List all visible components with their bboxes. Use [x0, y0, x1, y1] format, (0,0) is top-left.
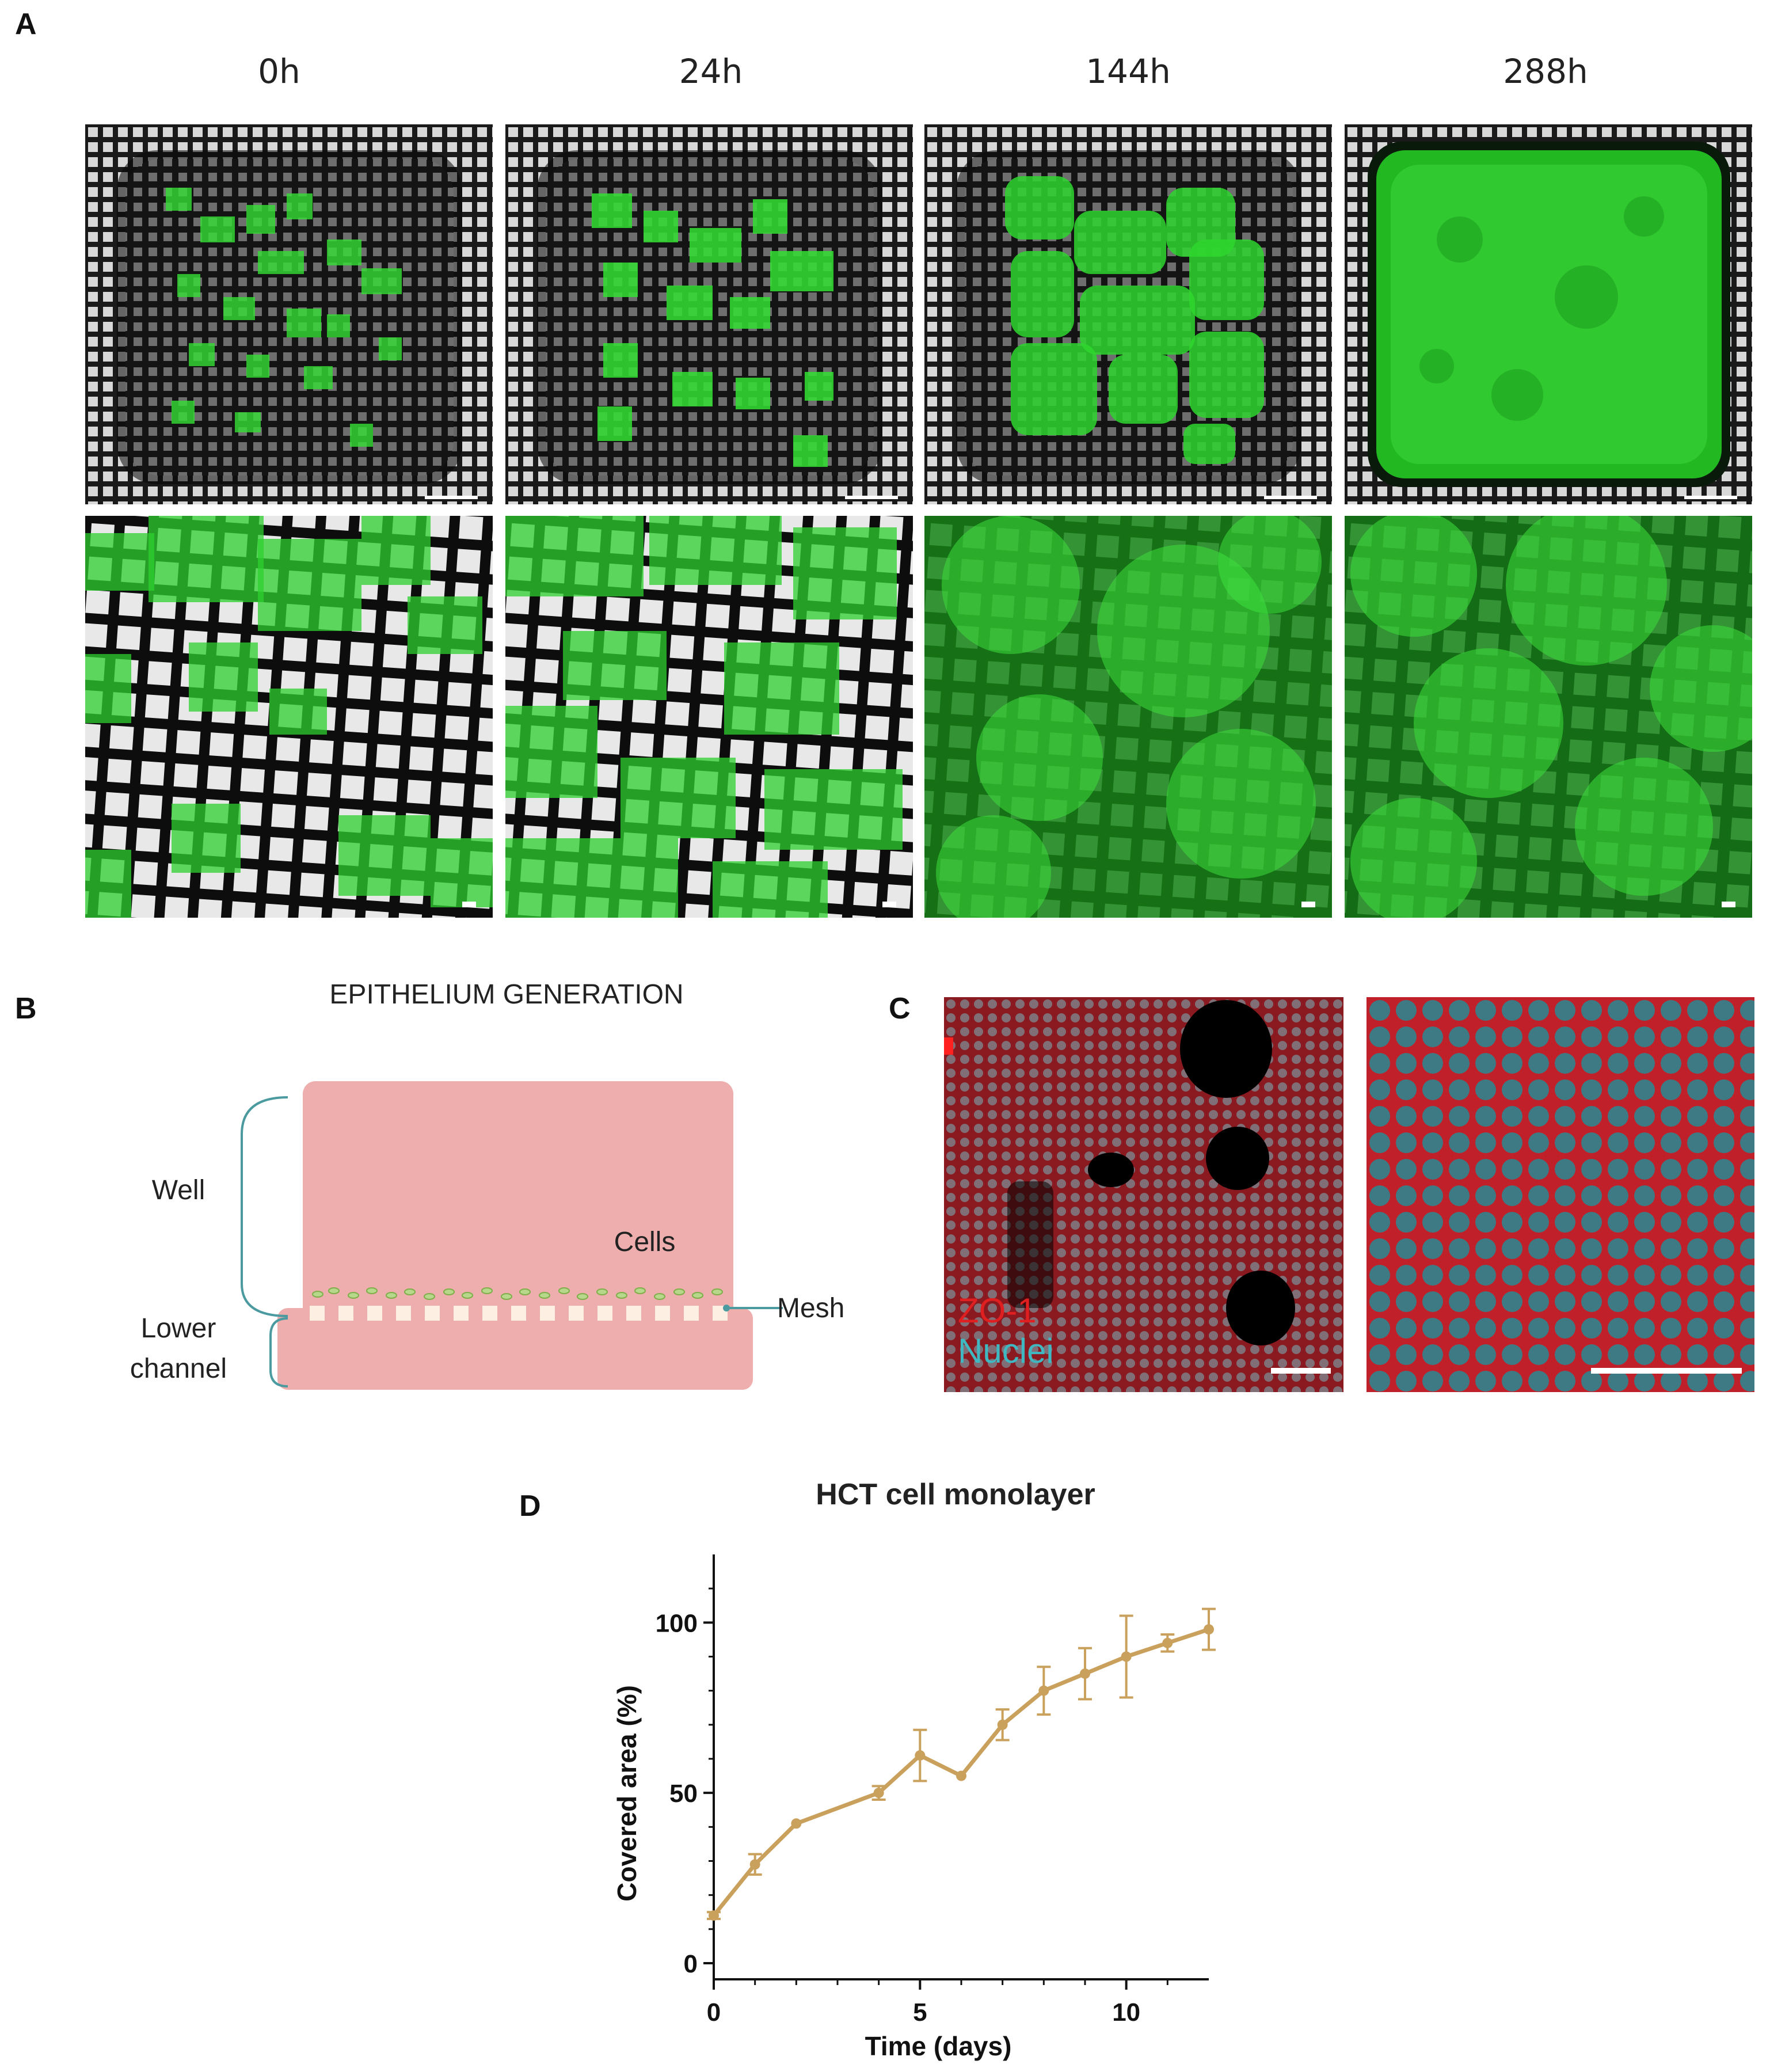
data-point: [915, 1750, 926, 1761]
x-tick-label: 0: [707, 1998, 721, 2027]
micrograph-zo1-overview: ZO-1 Nuclei: [944, 997, 1343, 1392]
data-point: [997, 1719, 1008, 1730]
data-point: [1204, 1624, 1214, 1635]
data-point: [1121, 1651, 1132, 1662]
well-block: [303, 1081, 733, 1322]
mesh-label: Mesh: [777, 1293, 845, 1324]
scale-bar: [1722, 902, 1735, 907]
y-tick-label: 0: [684, 1950, 698, 1978]
panel-b-letter: B: [15, 992, 37, 1025]
data-point: [956, 1770, 966, 1781]
legend-zo1: ZO-1: [958, 1291, 1037, 1330]
micrograph-overview-144h: [924, 124, 1332, 504]
y-axis-label: Covered area (%): [612, 1685, 642, 1902]
x-tick-label: 10: [1112, 1998, 1140, 2027]
data-point: [709, 1910, 719, 1921]
micrograph-zoom-288h: [1345, 516, 1752, 918]
scale-bar: [1301, 902, 1315, 907]
panel-a-letter: A: [15, 7, 37, 41]
cells-label: Cells: [614, 1227, 676, 1257]
lower-channel-label-line2: channel: [130, 1354, 227, 1384]
epithelium-diagram: [241, 1081, 783, 1390]
scale-bar: [882, 902, 896, 907]
time-label-24h: 24h: [679, 52, 743, 91]
y-tick-label: 50: [669, 1780, 698, 1808]
scale-bar: [425, 496, 478, 499]
micrograph-overview-288h: [1345, 124, 1752, 504]
x-axis-label: Time (days): [865, 2031, 1012, 2061]
micrograph-zoom-24h: [505, 516, 913, 918]
coverage-line-chart: 0 50 100 0 5 10 Time (days) Covered area (%): [612, 1554, 1216, 2061]
micrograph-zo1-zoom: [1366, 997, 1754, 1392]
time-label-288h: 288h: [1503, 52, 1588, 91]
scale-bar: [845, 496, 898, 499]
x-tick-label: 5: [913, 1998, 927, 2027]
scale-bar: [1684, 496, 1737, 499]
lower-channel-label-line1: Lower: [140, 1313, 216, 1344]
scale-bar: [1264, 496, 1317, 499]
lower-channel-block: [277, 1308, 753, 1390]
legend-nuclei: Nuclei: [958, 1332, 1054, 1370]
data-point: [1080, 1668, 1090, 1679]
micrograph-zoom-0h: [85, 516, 493, 918]
scale-bar: [1591, 1368, 1742, 1374]
y-tick-label: 100: [656, 1609, 698, 1637]
well-bracket: [241, 1096, 288, 1317]
chart-title: HCT cell monolayer: [816, 1478, 1095, 1511]
time-label-144h: 144h: [1086, 52, 1171, 91]
panel-c-letter: C: [889, 992, 911, 1025]
mesh-squares: [310, 1306, 728, 1321]
time-label-0h: 0h: [258, 52, 300, 91]
cells-dots: [312, 1287, 723, 1300]
scale-bar: [462, 902, 476, 907]
well-label: Well: [151, 1175, 205, 1206]
panel-d-letter: D: [519, 1489, 541, 1523]
data-point: [791, 1818, 802, 1829]
micrograph-zoom-144h: [924, 516, 1332, 918]
data-point: [749, 1859, 760, 1870]
epithelium-generation-title: EPITHELIUM GENERATION: [329, 979, 684, 1010]
micrograph-overview-24h: [505, 124, 913, 504]
data-point: [1162, 1637, 1173, 1648]
lower-channel-bracket: [269, 1317, 288, 1387]
micrograph-overview-0h: [85, 124, 493, 504]
series-line: [712, 1627, 1210, 1917]
scale-bar: [1271, 1368, 1331, 1374]
data-point: [1038, 1685, 1049, 1696]
data-point: [873, 1788, 884, 1799]
